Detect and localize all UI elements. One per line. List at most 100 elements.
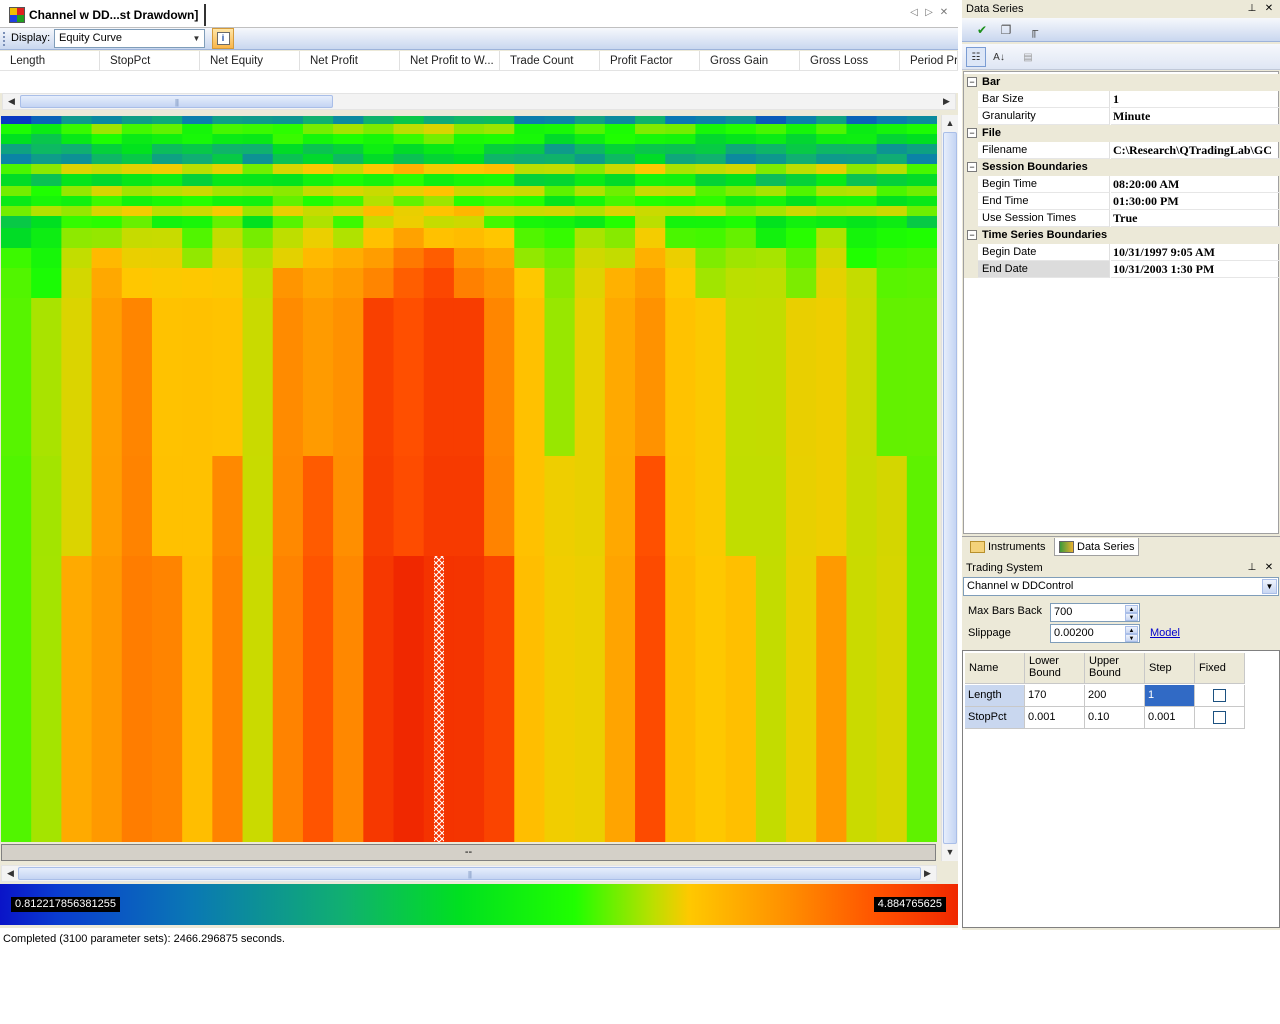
- chevron-down-icon[interactable]: ▼: [1262, 579, 1277, 594]
- heatmap-cell[interactable]: [31, 216, 62, 229]
- heatmap-cell[interactable]: [423, 456, 455, 557]
- results-grid[interactable]: [0, 71, 958, 93]
- document-tab[interactable]: Channel w DD...st Drawdown]: [5, 4, 207, 26]
- heatmap-cell[interactable]: [61, 154, 93, 165]
- heatmap-cell[interactable]: [906, 124, 937, 135]
- heatmap-cell[interactable]: [544, 248, 576, 269]
- heatmap-cell[interactable]: [182, 298, 213, 457]
- data-series-property-grid[interactable]: − Bar Bar Size 1 Granularity Minute − File F…: [963, 71, 1280, 534]
- heatmap-cell[interactable]: [242, 124, 274, 135]
- heatmap-cell[interactable]: [695, 124, 727, 135]
- heatmap-cell[interactable]: [484, 196, 515, 207]
- heatmap-cell[interactable]: [61, 174, 93, 187]
- heatmap-cell[interactable]: [755, 134, 787, 145]
- category-file[interactable]: − File: [964, 125, 1280, 142]
- heatmap-cell[interactable]: [61, 268, 93, 299]
- heatmap-cell[interactable]: [484, 268, 515, 299]
- heatmap-cell[interactable]: [876, 248, 908, 269]
- heatmap-cell[interactable]: [604, 116, 636, 125]
- heatmap-cell[interactable]: [604, 228, 636, 249]
- property-row-begin-time[interactable]: Begin Time 08:20:00 AM: [964, 176, 1280, 193]
- scroll-down-arrow-icon[interactable]: ▼: [945, 847, 955, 857]
- heatmap-cell[interactable]: [514, 116, 546, 125]
- heatmap-cell[interactable]: [91, 186, 123, 197]
- heatmap-cell[interactable]: [604, 298, 636, 457]
- heatmap-cell[interactable]: [121, 298, 153, 457]
- heatmap-cell[interactable]: [393, 174, 425, 187]
- heatmap-cell[interactable]: [755, 456, 787, 557]
- heatmap-cell[interactable]: [876, 174, 908, 187]
- heatmap-cell[interactable]: [725, 556, 757, 842]
- heatmap-cell[interactable]: [695, 248, 727, 269]
- heatmap-cell[interactable]: [212, 164, 244, 175]
- heatmap-cell[interactable]: [876, 456, 908, 557]
- heatmap-cell[interactable]: [333, 174, 364, 187]
- heatmap-cell[interactable]: [876, 124, 908, 135]
- heatmap-cell[interactable]: [91, 556, 123, 842]
- heatmap-cell[interactable]: [333, 248, 364, 269]
- heatmap-cell[interactable]: [423, 124, 455, 135]
- heatmap-cell[interactable]: [574, 154, 606, 165]
- heatmap-cell[interactable]: [544, 298, 576, 457]
- heatmap-cell[interactable]: [544, 124, 576, 135]
- heatmap-cell[interactable]: [906, 456, 937, 557]
- scroll-left-arrow-icon[interactable]: ◀: [7, 868, 14, 878]
- copy-icon[interactable]: ❐: [1000, 23, 1012, 37]
- heatmap-cell[interactable]: [31, 298, 62, 457]
- heatmap-cell[interactable]: [604, 216, 636, 229]
- column-header[interactable]: Net Equity: [200, 51, 300, 70]
- heatmap-cell[interactable]: [453, 196, 485, 207]
- heatmap-cell[interactable]: [695, 456, 727, 557]
- heatmap-cell[interactable]: [906, 268, 937, 299]
- heatmap-cell[interactable]: [1, 456, 32, 557]
- param-col-step[interactable]: Step: [1145, 653, 1195, 684]
- heatmap-cell[interactable]: [151, 124, 183, 135]
- heatmap-cell[interactable]: [906, 144, 937, 155]
- scroll-right-icon[interactable]: ▷: [925, 7, 933, 18]
- heatmap-cell[interactable]: [514, 124, 546, 135]
- param-col-name[interactable]: Name: [965, 653, 1025, 684]
- heatmap-cell[interactable]: [695, 116, 727, 125]
- heatmap-cell[interactable]: [665, 228, 697, 249]
- heatmap-cell[interactable]: [665, 268, 697, 299]
- collapse-icon[interactable]: −: [967, 230, 977, 240]
- heatmap-cell[interactable]: [1, 196, 32, 207]
- heatmap-cell[interactable]: [272, 298, 304, 457]
- heatmap-cell[interactable]: [816, 228, 848, 249]
- category-bar[interactable]: − Bar: [964, 74, 1280, 91]
- heatmap-cell[interactable]: [121, 228, 153, 249]
- heatmap-cell[interactable]: [423, 228, 455, 249]
- heatmap-cell[interactable]: [31, 124, 62, 135]
- heatmap-cell[interactable]: [755, 144, 787, 155]
- heatmap-cell[interactable]: [725, 248, 757, 269]
- heatmap-cell[interactable]: [574, 456, 606, 557]
- heatmap-cell[interactable]: [242, 164, 274, 175]
- heatmap-cell[interactable]: [423, 154, 455, 165]
- heatmap-cell[interactable]: [665, 164, 697, 175]
- heatmap-cell[interactable]: [484, 216, 515, 229]
- properties-button[interactable]: i: [212, 28, 234, 49]
- heatmap-cell[interactable]: [31, 174, 62, 187]
- heatmap-cell[interactable]: [635, 206, 666, 217]
- heatmap-cell[interactable]: [695, 144, 727, 155]
- heatmap-cell[interactable]: [635, 196, 666, 207]
- heatmap-cell[interactable]: [816, 164, 848, 175]
- heatmap-cell[interactable]: [91, 144, 123, 155]
- heatmap-cell[interactable]: [846, 228, 878, 249]
- close-icon[interactable]: ✕: [1264, 562, 1274, 573]
- heatmap-cell[interactable]: [1, 144, 32, 155]
- heatmap-cell[interactable]: [755, 206, 787, 217]
- heatmap-cell[interactable]: [91, 298, 123, 457]
- heatmap-cell[interactable]: [423, 144, 455, 155]
- heatmap-cell[interactable]: [393, 268, 425, 299]
- heatmap-cell[interactable]: [31, 134, 62, 145]
- heatmap-cell[interactable]: [453, 298, 485, 457]
- heatmap-cell[interactable]: [906, 164, 937, 175]
- heatmap-cell[interactable]: [846, 116, 878, 125]
- heatmap-cell[interactable]: [393, 556, 425, 842]
- heatmap-cell[interactable]: [272, 164, 304, 175]
- heatmap-cell[interactable]: [755, 556, 787, 842]
- heatmap-cell[interactable]: [786, 174, 817, 187]
- heatmap-cell[interactable]: [544, 456, 576, 557]
- heatmap-cell[interactable]: [906, 196, 937, 207]
